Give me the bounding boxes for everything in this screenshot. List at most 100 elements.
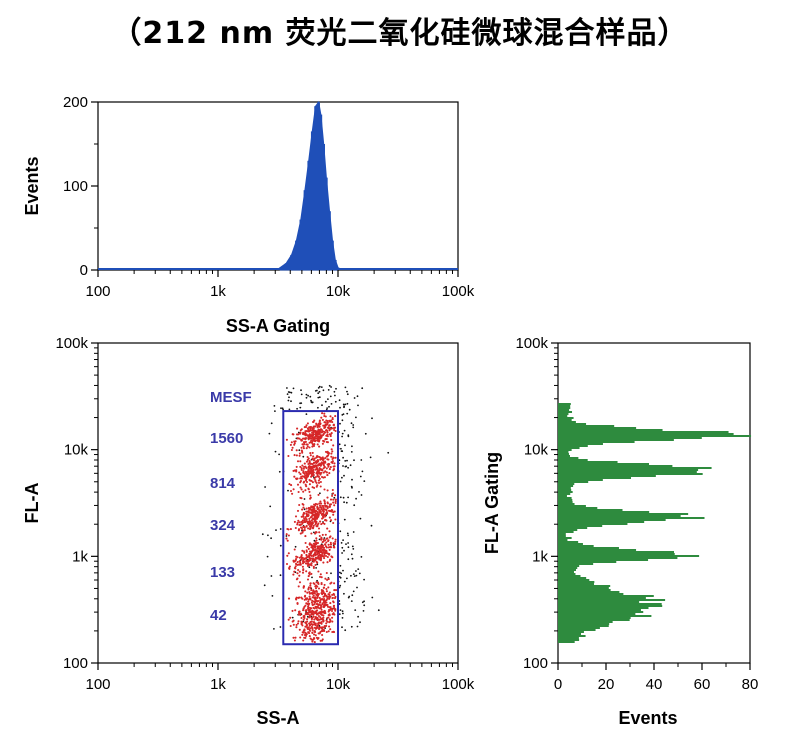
fl-histogram-bar xyxy=(558,475,656,477)
scatter-point-42 xyxy=(302,607,305,610)
scatter-point-42 xyxy=(303,636,306,639)
scatter-point-ungated xyxy=(317,406,319,409)
fl-histogram-bar xyxy=(558,489,572,491)
scatter-point-133 xyxy=(293,548,296,551)
scatter-point-ungated xyxy=(333,390,336,393)
scatter-point-133 xyxy=(325,537,328,540)
scatter-point-324 xyxy=(318,504,322,507)
scatter-point-133 xyxy=(310,572,313,575)
scatter-point-814 xyxy=(300,497,303,500)
scatter-point-ungated xyxy=(301,529,303,532)
scatter-point-ungated xyxy=(343,518,346,521)
scatter-ylabel: FL-A xyxy=(22,483,42,524)
scatter-point-814 xyxy=(319,464,322,467)
scatter-point-1560 xyxy=(302,432,305,435)
scatter-point-42 xyxy=(316,585,319,588)
scatter-point-42 xyxy=(312,582,315,585)
scatter-point-1560 xyxy=(312,425,315,428)
fl-histogram-bar xyxy=(558,615,652,617)
scatter-point-42 xyxy=(322,601,325,604)
scatter-point-814 xyxy=(304,465,307,468)
scatter-point-ungated xyxy=(361,387,364,390)
fl-histogram-bar xyxy=(558,431,729,433)
scatter-point-ungated xyxy=(321,404,323,407)
scatter-point-1560 xyxy=(328,424,331,427)
scatter-point-324 xyxy=(324,502,327,505)
scatter-point-42 xyxy=(330,581,333,584)
scatter-point-814 xyxy=(321,457,325,460)
fl-histogram-bar xyxy=(558,455,570,457)
fl-histogram-bar xyxy=(558,503,575,505)
scatter-point-324 xyxy=(329,519,333,522)
fl-histogram-bar xyxy=(558,541,579,543)
fl-histogram-y-tick-label: 100 xyxy=(523,655,548,672)
scatter-point-ungated xyxy=(346,577,348,580)
scatter-point-1560 xyxy=(329,435,332,438)
scatter-point-133 xyxy=(328,552,331,556)
scatter-point-ungated xyxy=(338,603,341,605)
scatter-point-814 xyxy=(331,450,334,453)
scatter-point-ungated xyxy=(338,586,341,589)
scatter-point-1560 xyxy=(308,437,312,440)
scatter-point-133 xyxy=(322,540,325,543)
scatter-annotation-1560: 1560 xyxy=(210,430,243,447)
scatter-point-814 xyxy=(312,468,315,471)
scatter-point-42 xyxy=(302,618,305,621)
scatter-point-133 xyxy=(332,542,335,545)
scatter-point-814 xyxy=(306,455,309,459)
scatter-point-42 xyxy=(306,602,309,606)
scatter-point-ungated xyxy=(311,401,314,404)
fl-histogram-bar xyxy=(558,447,580,449)
scatter-point-ungated xyxy=(285,535,288,537)
scatter-point-42 xyxy=(332,612,335,615)
scatter-point-42 xyxy=(315,593,318,596)
fl-histogram-bar xyxy=(558,491,573,493)
scatter-point-ungated xyxy=(316,563,319,566)
scatter-point-ungated xyxy=(352,424,355,426)
scatter-point-42 xyxy=(322,616,325,619)
scatter-point-814 xyxy=(316,459,319,462)
scatter-point-42 xyxy=(306,627,309,631)
scatter-point-133 xyxy=(329,535,332,538)
scatter-point-1560 xyxy=(318,419,321,422)
scatter-point-133 xyxy=(305,562,308,565)
scatter-point-42 xyxy=(322,586,325,589)
scatter-point-324 xyxy=(313,513,316,516)
scatter-point-ungated xyxy=(299,402,301,405)
fl-histogram-bar xyxy=(558,631,584,633)
scatter-point-42 xyxy=(323,583,326,586)
fl-histogram-bar xyxy=(558,591,620,593)
fl-histogram-bar xyxy=(558,517,705,519)
scatter-point-ungated xyxy=(318,385,321,388)
scatter-point-42 xyxy=(317,582,320,585)
scatter-point-814 xyxy=(289,489,293,493)
scatter-point-1560 xyxy=(315,433,318,436)
scatter-point-324 xyxy=(300,520,303,523)
fl-histogram-bar xyxy=(558,641,575,643)
fl-histogram-bar xyxy=(558,619,630,621)
scatter-point-133 xyxy=(312,554,315,557)
scatter-point-324 xyxy=(297,519,300,522)
scatter-point-133 xyxy=(326,555,329,559)
scatter-point-ungated xyxy=(360,494,363,496)
scatter-point-324 xyxy=(333,510,336,513)
scatter-point-324 xyxy=(322,512,325,515)
scatter-point-42 xyxy=(317,599,320,603)
scatter-point-1560 xyxy=(290,441,293,444)
scatter-point-42 xyxy=(294,636,297,639)
scatter-point-1560 xyxy=(320,416,323,419)
scatter-point-42 xyxy=(319,573,322,576)
ss-histogram-y-tick-label: 200 xyxy=(63,94,88,111)
scatter-point-ungated xyxy=(342,496,345,499)
scatter-point-133 xyxy=(287,552,290,555)
scatter-point-1560 xyxy=(289,443,292,446)
scatter-point-ungated xyxy=(358,491,360,493)
scatter-point-42 xyxy=(302,631,305,634)
scatter-point-133 xyxy=(320,554,323,557)
scatter-point-814 xyxy=(319,480,322,484)
scatter-point-814 xyxy=(317,481,321,484)
scatter-point-814 xyxy=(317,479,320,482)
fl-histogram-x-tick-label: 80 xyxy=(742,676,759,693)
scatter-y-tick-label: 1k xyxy=(72,548,88,565)
scatter-point-ungated xyxy=(342,403,345,406)
